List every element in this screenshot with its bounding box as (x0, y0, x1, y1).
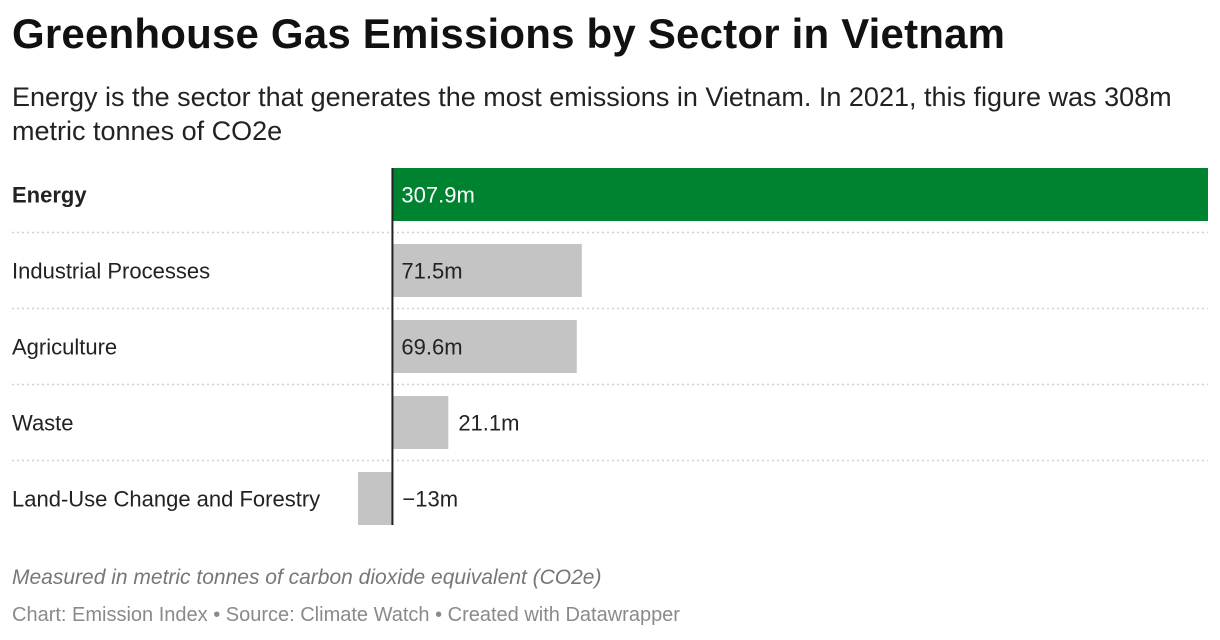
bar-agriculture (392, 320, 577, 373)
value-label-land-use-change-and-forestry: −13m (402, 487, 458, 512)
bar-industrial-processes (392, 244, 582, 297)
value-label-industrial-processes: 71.5m (401, 259, 462, 284)
bar-land-use-change-and-forestry (358, 472, 393, 525)
bar-waste (392, 396, 449, 449)
value-label-agriculture: 69.6m (401, 335, 462, 360)
chart-title: Greenhouse Gas Emissions by Sector in Vi… (12, 10, 1006, 57)
row-label-land-use-change-and-forestry: Land-Use Change and Forestry (12, 487, 320, 512)
bar-chart-svg: Energy 307.9m Industrial Processes 71.5m Agr… (12, 168, 1208, 525)
row-label-agriculture: Agriculture (12, 335, 117, 360)
bar-energy (392, 168, 1208, 221)
row-label-energy: Energy (12, 183, 87, 208)
chart-notes: Measured in metric tonnes of carbon diox… (12, 566, 602, 589)
value-label-waste: 21.1m (458, 411, 519, 436)
value-label-energy: 307.9m (401, 183, 474, 208)
chart-subtitle: Energy is the sector that generates the … (12, 82, 1172, 146)
row-label-industrial-processes: Industrial Processes (12, 259, 210, 284)
bar-chart: Energy 307.9m Industrial Processes 71.5m Agr… (0, 160, 1220, 540)
row-label-waste: Waste (12, 411, 74, 436)
chart-byline: Chart: Emission Index • Source: Climate … (12, 604, 680, 626)
